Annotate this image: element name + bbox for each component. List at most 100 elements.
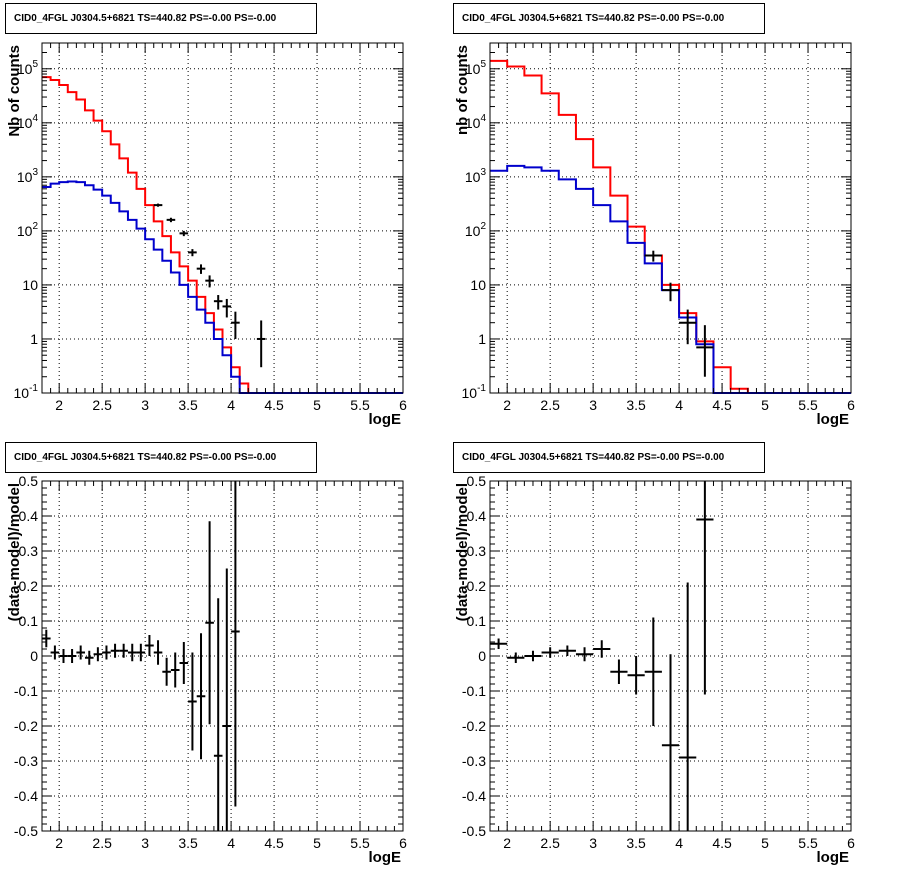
- x-axis-label: logE: [369, 849, 402, 866]
- x-tick-label: 5.5: [798, 397, 818, 413]
- panel-title: CID0_4FGL J0304.5+6821 TS=440.82 PS=-0.0…: [453, 3, 765, 34]
- x-tick-label: 2: [55, 397, 63, 413]
- panel-title: CID0_4FGL J0304.5+6821 TS=440.82 PS=-0.0…: [5, 442, 317, 473]
- data-point: [644, 250, 662, 262]
- x-tick-label: 6: [847, 397, 855, 413]
- plot-frame: [489, 42, 852, 394]
- data-point: [136, 643, 146, 662]
- data-point: [76, 645, 85, 660]
- data-point: [593, 640, 611, 658]
- x-axis-label: logE: [817, 849, 850, 866]
- x-axis-label: logE: [369, 411, 402, 428]
- data-point: [627, 656, 645, 695]
- total-model-line: [490, 59, 851, 394]
- panel-title: CID0_4FGL J0304.5+6821 TS=440.82 PS=-0.0…: [453, 442, 765, 473]
- data-point: [644, 617, 662, 726]
- y-tick-label: 0.4: [467, 508, 487, 524]
- x-tick-label: 4.5: [712, 835, 732, 851]
- chart-panel-3: 2 2.5 3 3.5 4 4.5 5 5.5 6 -0.5 -0.4 -0.3 -0.2 -0.1 0 0.…: [6, 473, 407, 866]
- data-point: [110, 643, 120, 658]
- data-point: [524, 650, 542, 662]
- x-tick-label: 3: [141, 397, 149, 413]
- y-tick-label: 0.1: [19, 613, 39, 629]
- y-tick-label: -0.5: [462, 823, 486, 839]
- x-tick-label: 2: [55, 835, 63, 851]
- data-point: [490, 638, 508, 649]
- x-tick-label: 2: [503, 397, 511, 413]
- y-tick-label: 0.4: [19, 508, 39, 524]
- data-point: [153, 203, 163, 207]
- x-tick-label: 4.5: [264, 397, 284, 413]
- data-point: [59, 649, 68, 663]
- y-tick-label: 1: [478, 331, 486, 347]
- x-tick-label: 5.5: [350, 835, 370, 851]
- x-tick-label: 4: [675, 835, 683, 851]
- data-point: [188, 652, 197, 751]
- y-tick-label: 0.3: [467, 543, 487, 559]
- data-point: [541, 647, 559, 658]
- data-point: [196, 264, 206, 274]
- y-tick-label: 1: [30, 331, 38, 347]
- data-point: [179, 642, 189, 684]
- y-tick-label: 10: [22, 277, 38, 293]
- x-tick-label: 5: [761, 835, 769, 851]
- x-tick-label: 2: [503, 835, 511, 851]
- y-tick-label: -0.3: [14, 753, 38, 769]
- data-point: [119, 643, 128, 658]
- data-point: [696, 481, 714, 695]
- y-axis-label: (data-model)/model: [6, 483, 23, 621]
- x-tick-label: 5: [313, 835, 321, 851]
- y-axis-label: Nb of counts: [6, 45, 23, 137]
- data-point: [67, 649, 77, 663]
- y-tick-label: 10: [470, 277, 486, 293]
- x-tick-label: 5: [761, 397, 769, 413]
- data-point: [507, 652, 525, 663]
- data-point: [679, 582, 697, 831]
- y-tick-label: 0.5: [19, 473, 39, 489]
- x-tick-label: 2.5: [92, 397, 112, 413]
- x-tick-label: 6: [399, 835, 407, 851]
- data-point: [188, 249, 197, 257]
- y-tick-label: -0.2: [462, 718, 486, 734]
- y-tick-label: 105: [17, 59, 39, 77]
- y-tick-label: -0.3: [462, 753, 486, 769]
- data-point: [205, 521, 214, 725]
- data-point: [205, 275, 214, 288]
- data-point: [179, 230, 189, 237]
- x-tick-label: 6: [847, 835, 855, 851]
- data-point: [213, 598, 223, 831]
- x-tick-label: 4.5: [712, 397, 732, 413]
- x-tick-label: 5: [313, 397, 321, 413]
- y-tick-label: 104: [465, 113, 487, 131]
- x-tick-label: 3: [141, 835, 149, 851]
- y-tick-label: -0.2: [14, 718, 38, 734]
- source-model-line: [42, 180, 403, 394]
- x-tick-label: 3.5: [178, 835, 198, 851]
- y-tick-label: 0: [478, 648, 486, 664]
- data-point: [231, 481, 240, 807]
- x-axis-label: logE: [817, 411, 850, 428]
- y-axis-label: nb of counts: [454, 45, 471, 135]
- data-point: [196, 633, 206, 760]
- data-point: [222, 568, 232, 831]
- data-point: [610, 659, 628, 684]
- data-point: [84, 650, 94, 665]
- y-tick-label: 0.1: [467, 613, 487, 629]
- x-tick-label: 3.5: [626, 397, 646, 413]
- y-tick-label: -0.4: [14, 788, 38, 804]
- data-point: [170, 652, 180, 688]
- x-tick-label: 2.5: [540, 835, 560, 851]
- data-point: [558, 645, 576, 656]
- x-tick-label: 2.5: [92, 835, 112, 851]
- data-point: [166, 217, 176, 223]
- y-tick-label: 103: [17, 167, 39, 185]
- x-tick-label: 3.5: [626, 835, 646, 851]
- x-tick-label: 3.5: [178, 397, 198, 413]
- data-point: [213, 295, 223, 310]
- data-point: [222, 298, 232, 318]
- x-tick-label: 3: [589, 397, 597, 413]
- data-point: [145, 635, 154, 656]
- y-tick-label: 102: [465, 221, 487, 239]
- chart-panel-2: 2 2.5 3 3.5 4 4.5 5 5.5 6 10-1 1 10 102 103 104 105 logE…: [454, 42, 855, 428]
